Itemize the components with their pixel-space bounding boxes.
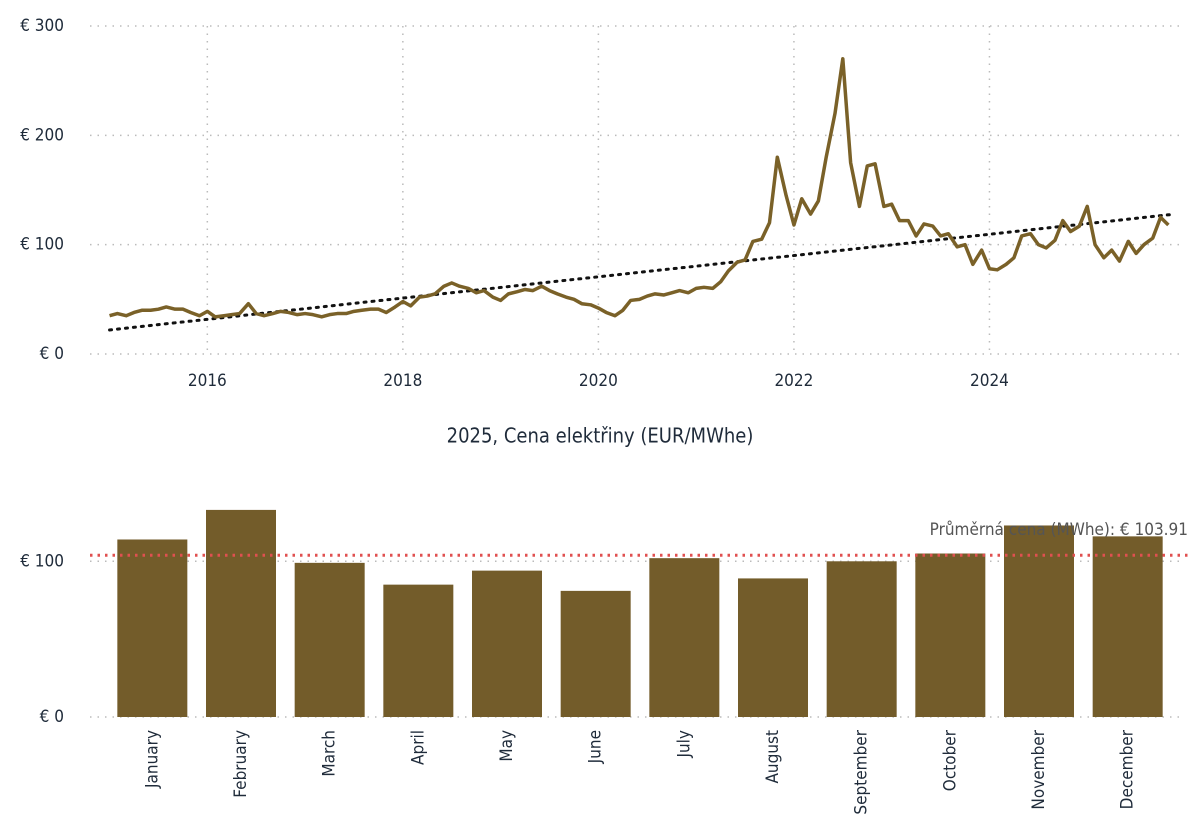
x-tick-label: 2018 xyxy=(383,371,422,391)
bar xyxy=(915,553,986,717)
bar xyxy=(117,539,188,717)
x-tick-label: September xyxy=(852,729,872,814)
x-tick-label: August xyxy=(763,730,783,784)
bar xyxy=(649,558,720,717)
trend-line xyxy=(108,212,1177,332)
bar xyxy=(472,570,542,717)
x-tick-label: July xyxy=(674,730,694,759)
y-tick-label: € 200 xyxy=(20,125,64,145)
bar xyxy=(294,562,365,717)
bar xyxy=(1092,536,1163,717)
bar xyxy=(826,561,897,717)
bar xyxy=(1004,525,1074,717)
price-line xyxy=(109,57,1170,319)
x-tick-label: February xyxy=(231,730,251,798)
x-tick-label: 2020 xyxy=(579,371,618,391)
x-tick-label: May xyxy=(497,730,517,762)
x-tick-label: December xyxy=(1118,729,1138,809)
x-tick-label: April xyxy=(408,730,428,765)
bar xyxy=(560,590,631,717)
average-label: Průměrná cena (MWhe): € 103.91 xyxy=(930,520,1188,540)
y-tick-label: € 0 xyxy=(40,707,64,727)
bar xyxy=(738,578,808,717)
y-tick-label: € 300 xyxy=(20,16,64,36)
x-tick-label: October xyxy=(940,729,960,791)
x-tick-label: 2022 xyxy=(774,371,813,391)
x-tick-label: 2024 xyxy=(970,371,1009,391)
bar xyxy=(206,509,276,717)
bar xyxy=(383,584,454,717)
y-tick-label: € 100 xyxy=(20,551,64,571)
y-tick-label: € 0 xyxy=(40,344,64,364)
x-tick-label: June xyxy=(586,730,606,764)
chart-title: 2025, Cena elektřiny (EUR/MWhe) xyxy=(447,424,754,448)
x-tick-label: January xyxy=(142,730,162,789)
y-tick-label: € 100 xyxy=(20,235,64,255)
x-tick-label: March xyxy=(320,730,340,777)
x-tick-label: 2016 xyxy=(188,371,227,391)
x-tick-label: November xyxy=(1029,729,1049,809)
